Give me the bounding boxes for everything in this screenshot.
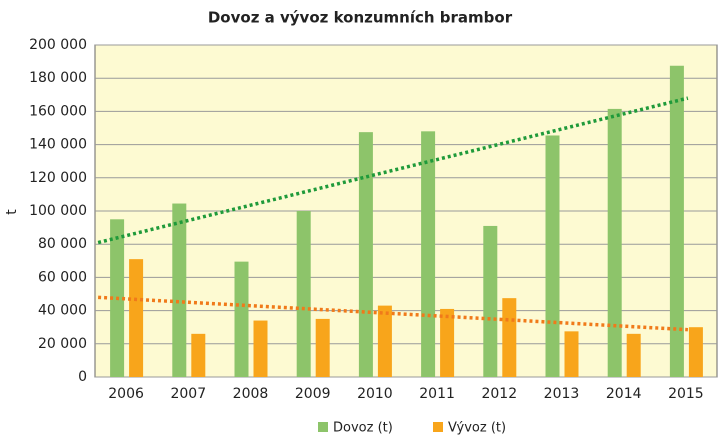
bar — [358, 132, 373, 377]
bar — [688, 327, 703, 377]
bar — [545, 135, 560, 377]
bar — [234, 261, 249, 377]
legend-swatch — [318, 422, 328, 432]
y-tick-label: 100 000 — [29, 203, 87, 219]
x-tick-label: 2008 — [233, 386, 269, 402]
bar — [626, 333, 641, 377]
x-tick-label: 2007 — [170, 386, 206, 402]
y-tick-label: 140 000 — [29, 137, 87, 153]
bar — [421, 131, 436, 377]
bar — [191, 333, 206, 377]
x-tick-label: 2011 — [419, 386, 455, 402]
bar — [502, 298, 517, 377]
y-tick-label: 20 000 — [38, 336, 87, 352]
bar — [564, 331, 579, 377]
legend-swatch — [433, 422, 443, 432]
y-tick-label: 40 000 — [38, 303, 87, 319]
y-axis-label: t — [4, 209, 20, 215]
bar — [253, 320, 268, 377]
x-tick-label: 2014 — [606, 386, 642, 402]
x-tick-label: 2013 — [544, 386, 580, 402]
bar — [377, 305, 392, 377]
bar — [296, 211, 311, 377]
y-tick-label: 80 000 — [38, 236, 87, 252]
y-tick-label: 0 — [78, 369, 87, 385]
bar — [483, 225, 498, 377]
y-tick-label: 200 000 — [29, 37, 87, 53]
bar — [172, 203, 187, 377]
bar — [129, 259, 144, 377]
x-tick-label: 2012 — [481, 386, 517, 402]
x-tick-label: 2015 — [668, 386, 704, 402]
y-tick-label: 60 000 — [38, 269, 87, 285]
bar — [607, 108, 622, 377]
bar — [669, 65, 684, 377]
trend-line — [97, 96, 689, 245]
bar — [440, 308, 455, 377]
legend-label: Vývoz (t) — [448, 421, 506, 436]
x-tick-label: 2010 — [357, 386, 393, 402]
chart-title: Dovoz a vývoz konzumních brambor — [208, 9, 513, 27]
x-tick-label: 2006 — [108, 386, 144, 402]
x-tick-label: 2009 — [295, 386, 331, 402]
trend-line — [98, 295, 688, 332]
bar — [315, 318, 330, 377]
y-tick-label: 160 000 — [29, 103, 87, 119]
y-tick-label: 180 000 — [29, 70, 87, 86]
y-tick-label: 120 000 — [29, 170, 87, 186]
legend-label: Dovoz (t) — [333, 421, 393, 436]
